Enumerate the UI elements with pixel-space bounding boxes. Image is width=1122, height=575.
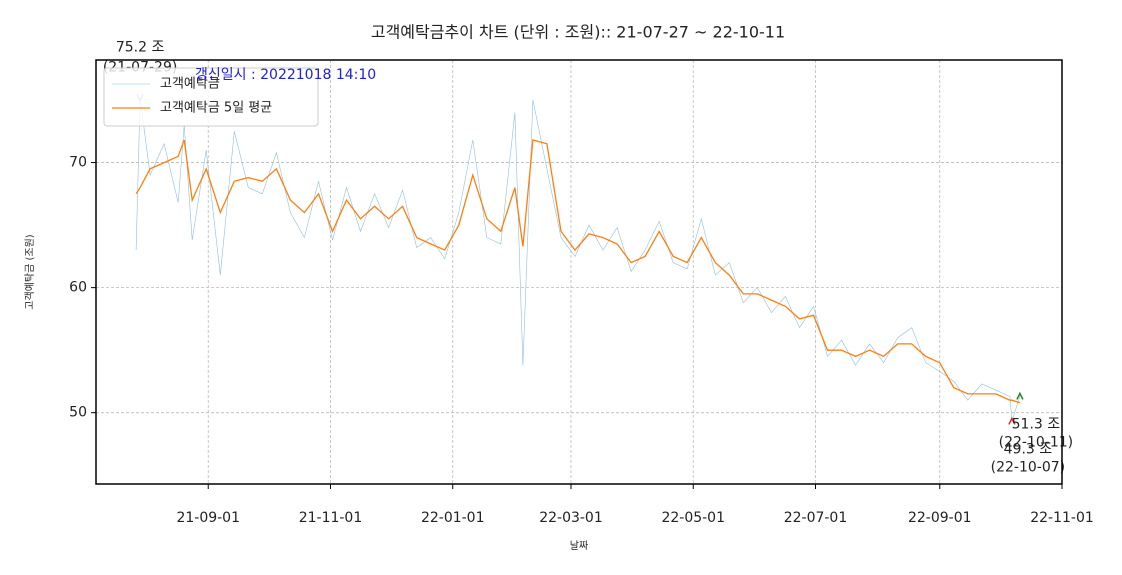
legend-box [103, 67, 319, 127]
y-tick-label: 50 [69, 405, 87, 421]
chart-title: 고객예탁금추이 차트 (단위 : 조원):: 21-07-27 ~ 22-10-… [371, 23, 785, 42]
annotation-text: (22-10-07) [991, 459, 1065, 475]
x-tick-label: 21-11-01 [299, 510, 363, 526]
plot-frame [95, 59, 1063, 485]
legend-label: 고객예탁금 5일 평균 [160, 101, 272, 116]
x-tick-label: 21-09-01 [176, 510, 240, 526]
annotation-text: 49.3 조 [1004, 441, 1053, 457]
x-tick-label: 22-03-01 [539, 510, 603, 526]
y-tick-label: 60 [69, 280, 87, 296]
annotation-marker [1016, 391, 1024, 400]
x-tick-label: 22-11-01 [1030, 510, 1094, 526]
y-tick-label: 70 [69, 155, 87, 171]
x-tick-label: 22-01-01 [421, 510, 485, 526]
line-series [135, 97, 1021, 422]
annotation-marker [1008, 416, 1016, 425]
x-tick-label: 22-05-01 [661, 510, 725, 526]
annotation-text: (22-10-11) [999, 434, 1073, 450]
annotation-text: 51.3 조 [1012, 416, 1061, 432]
update-time: 갱신일시 : 20221018 14:10 [195, 67, 376, 83]
x-tick-label: 22-07-01 [784, 510, 848, 526]
x-tick-label: 22-09-01 [908, 510, 972, 526]
x-axis-label: 날짜 [570, 540, 588, 552]
y-axis-label: 고객예탁금 (조원) [24, 234, 36, 309]
legend-label: 고객예탁금 [160, 77, 220, 92]
line-series [135, 139, 1021, 404]
annotation-text: 75.2 조 [116, 40, 165, 56]
